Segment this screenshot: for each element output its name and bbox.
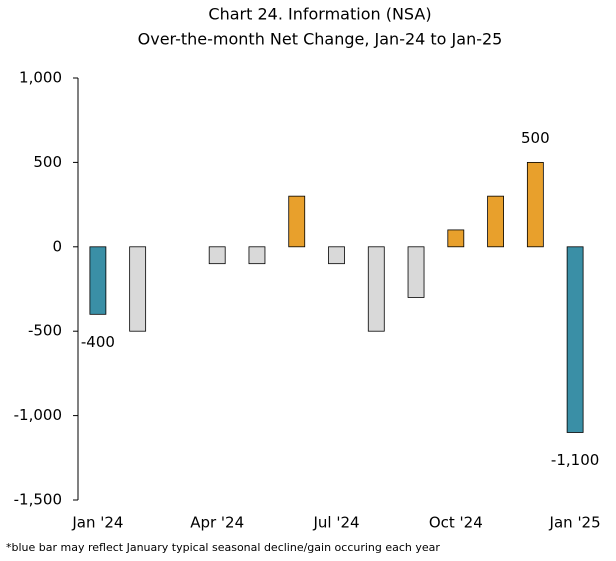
y-tick-label: -500: [28, 322, 62, 340]
y-tick-label: 1,000: [19, 69, 62, 87]
x-tick-label: Jul '24: [312, 514, 359, 532]
data-label: -400: [81, 333, 115, 351]
bar: [288, 195, 306, 248]
bar: [566, 246, 584, 433]
x-tick-label: Apr '24: [190, 514, 244, 532]
bar: [248, 246, 266, 265]
bar: [208, 246, 226, 265]
data-label: -1,100: [551, 451, 599, 469]
bar: [407, 246, 425, 298]
bar: [487, 195, 504, 248]
data-label: 500: [521, 129, 550, 147]
bar: [328, 246, 345, 265]
chart-title: Chart 24. Information (NSA): [208, 5, 431, 24]
bar: [89, 246, 107, 315]
footnote: *blue bar may reflect January typical se…: [6, 541, 440, 554]
x-tick-label: Oct '24: [429, 514, 483, 532]
y-tick-label: 0: [52, 237, 62, 255]
x-tick-label: Jan '25: [549, 514, 601, 532]
y-tick-label: -1,000: [14, 406, 62, 424]
bar: [367, 246, 385, 332]
chart-subtitle: Over-the-month Net Change, Jan-24 to Jan…: [138, 30, 503, 49]
bar: [526, 161, 544, 248]
y-tick-label: 500: [33, 153, 62, 171]
bar: [129, 246, 147, 332]
y-tick-label: -1,500: [14, 491, 62, 509]
x-tick-label: Jan '24: [71, 514, 123, 532]
bar: [447, 229, 465, 248]
